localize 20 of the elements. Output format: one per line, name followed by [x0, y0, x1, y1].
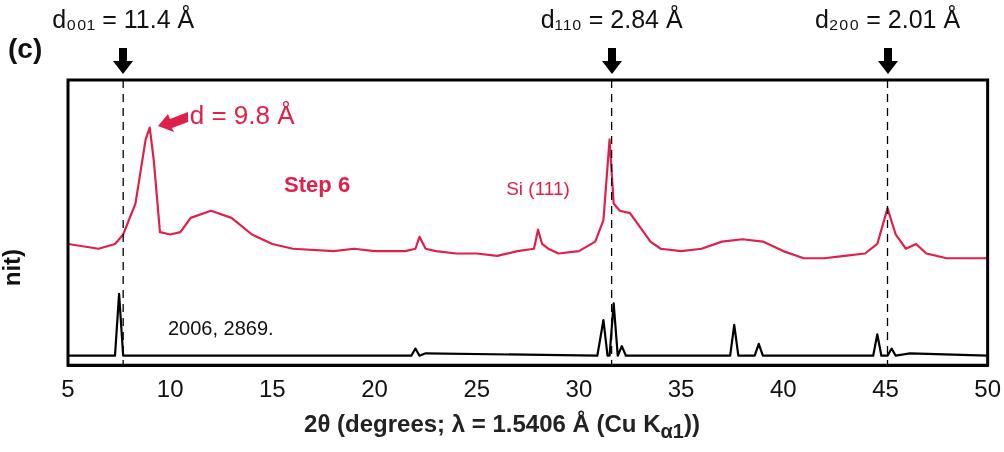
- x-tick-label: 30: [565, 375, 593, 403]
- x-tick-label: 20: [361, 375, 388, 403]
- text: d₁₁₀ = 2.84 Å: [540, 4, 683, 33]
- x-axis-title: 2θ (degrees; λ = 1.5406 Å (Cu K$_{α1}$)): [303, 410, 701, 443]
- x-tick-label: 45: [872, 375, 899, 403]
- x-tick-label: 25: [463, 375, 491, 403]
- x-tick-label: 35: [667, 375, 695, 403]
- text: d₀₀₁ = 11.4 Å: [52, 4, 195, 33]
- text: Step 6: [284, 172, 351, 197]
- x-tick-label: 5: [61, 375, 75, 403]
- annotation: d = 9.8 Å: [189, 99, 296, 130]
- x-tick-label: 15: [259, 375, 286, 403]
- x-tick-label: 40: [769, 375, 797, 403]
- x-tick-label: 10: [156, 375, 184, 403]
- text: (c): [8, 33, 43, 64]
- x-tick-label: 50: [974, 375, 1001, 403]
- text: d₂₀₀ = 2.01 Å: [814, 4, 961, 33]
- y-axis-title: nit): [0, 248, 25, 287]
- annotation: Si (111): [506, 177, 570, 199]
- annotation: 2006, 2869.: [168, 317, 274, 340]
